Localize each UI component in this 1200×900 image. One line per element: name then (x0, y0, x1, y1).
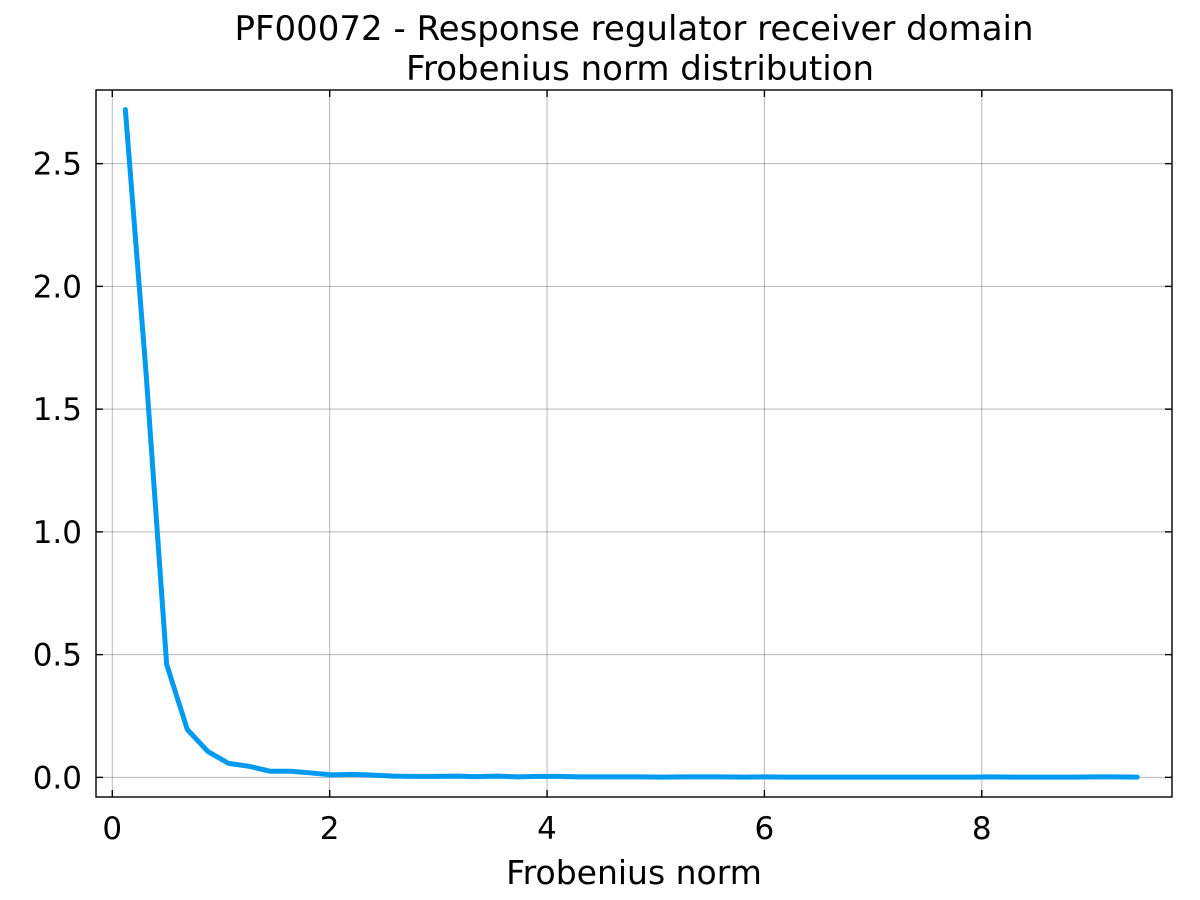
plot-frame (95, 89, 1173, 798)
y-tick-label: 2.5 (33, 147, 82, 183)
plot-border (95, 89, 1173, 798)
y-tick-label: 0.0 (33, 760, 82, 796)
x-tick-label: 2 (320, 811, 340, 847)
y-tick-label: 1.0 (33, 515, 82, 551)
chart-subtitle: Frobenius norm distribution (406, 49, 874, 89)
x-tick-label: 0 (102, 811, 122, 847)
series (122, 107, 1140, 780)
y-tick-labels: 0.0 0.5 1.0 1.5 2.0 2.5 (33, 147, 82, 797)
y-tick-label: 1.5 (33, 392, 82, 428)
y-tick-label: 2.0 (33, 269, 82, 305)
ticks (96, 90, 1172, 797)
x-axis-label: Frobenius norm (506, 853, 762, 892)
chart-title: PF00072 - Response regulator receiver do… (234, 9, 1033, 49)
x-tick-label: 6 (755, 811, 775, 847)
x-tick-label: 8 (972, 811, 992, 847)
x-tick-label: 4 (537, 811, 557, 847)
x-tick-labels: 0 2 4 6 8 (102, 811, 991, 847)
y-tick-label: 0.5 (33, 638, 82, 674)
grid (96, 90, 1172, 797)
series-line (122, 107, 1140, 780)
